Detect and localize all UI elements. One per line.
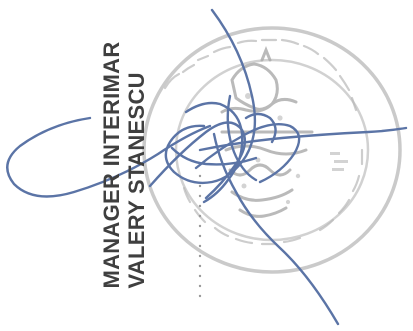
signatory-name: VALERY STANESCU (124, 72, 149, 289)
signatory-block: MANAGER INTERIMAR VALERY STANESCU (99, 41, 149, 288)
signatory-title: MANAGER INTERIMAR (99, 41, 124, 289)
official-stamp (142, 26, 402, 274)
signature-dotted-line (198, 174, 202, 298)
handwritten-signature (6, 8, 408, 326)
